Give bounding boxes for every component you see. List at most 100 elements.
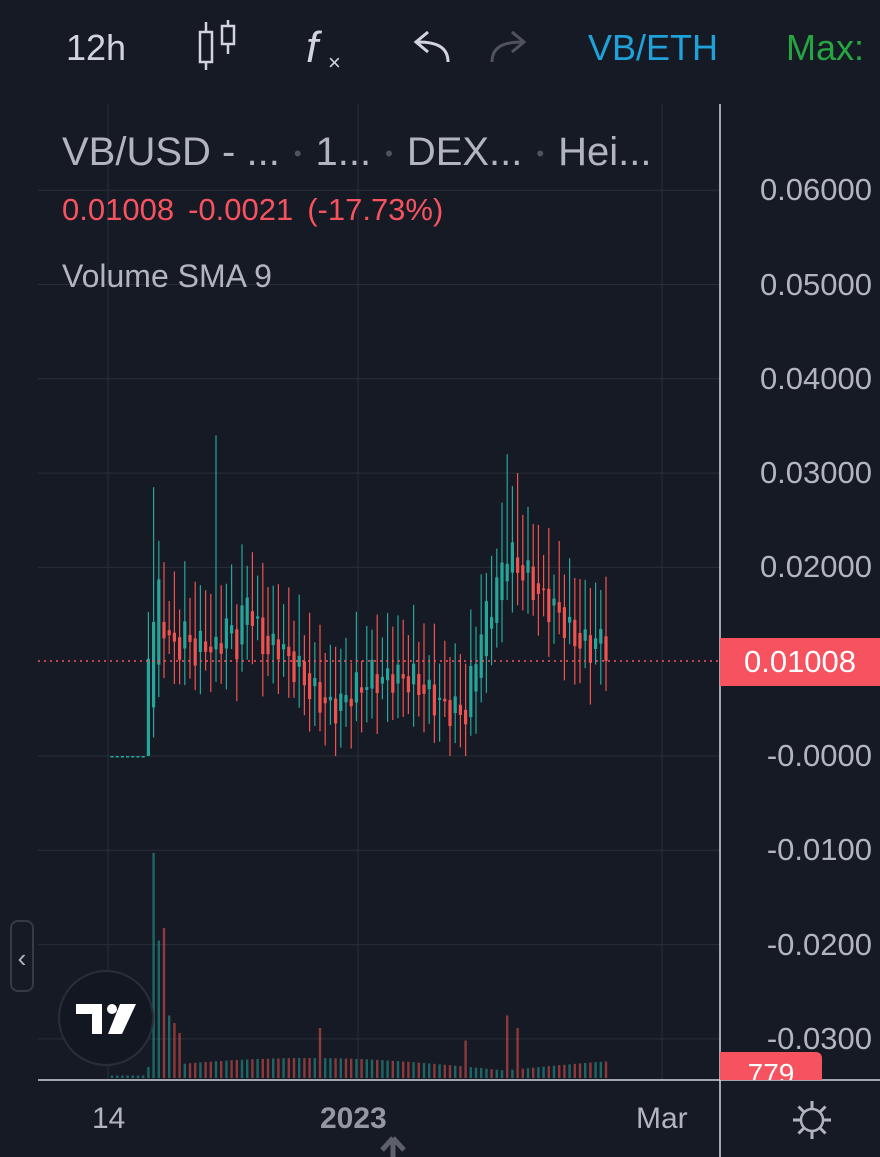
candle-body — [282, 644, 286, 650]
volume-bar — [136, 1075, 140, 1078]
separator-dot: • — [293, 141, 302, 167]
scroll-to-now-arrow-icon[interactable] — [378, 1136, 408, 1157]
candle-body — [490, 617, 494, 629]
candle-body — [557, 602, 561, 613]
settings-gear-icon[interactable] — [790, 1098, 834, 1142]
candle-body — [334, 698, 338, 724]
volume-bar — [547, 1066, 550, 1078]
compare-pair-button[interactable]: VB/ETH — [588, 27, 719, 68]
price-tick-label: 0.05000 — [759, 266, 872, 302]
interval-button[interactable]: 12h — [66, 27, 127, 68]
volume-bar — [209, 1061, 212, 1078]
candle-body — [115, 756, 119, 758]
price-tick-label: 0.03000 — [759, 455, 872, 491]
candle-body — [510, 542, 514, 573]
volume-bar — [246, 1059, 249, 1078]
candle-body — [375, 674, 379, 694]
undo-icon[interactable] — [408, 18, 454, 74]
volume-bar — [459, 1066, 462, 1078]
price-tick-label: 0.04000 — [759, 360, 872, 396]
candle-body — [344, 695, 348, 703]
candle-body — [432, 684, 436, 716]
indicators-fx-icon[interactable]: f × — [302, 18, 352, 74]
candle-body — [193, 638, 197, 666]
candle-body — [292, 651, 296, 683]
candle-body — [313, 677, 317, 687]
volume-bar — [589, 1062, 592, 1078]
candle-body — [594, 638, 598, 649]
volume-bar — [563, 1064, 566, 1078]
candle-body — [552, 598, 556, 606]
volume-bar — [428, 1063, 431, 1078]
volume-bar — [298, 1058, 301, 1078]
volume-bars — [110, 853, 608, 1078]
volume-bar — [495, 1069, 498, 1078]
volume-bar — [500, 1070, 504, 1078]
volume-bar — [448, 1065, 452, 1078]
volume-bar — [396, 1061, 400, 1078]
candle-body — [422, 684, 426, 694]
volume-bar — [272, 1058, 275, 1078]
tradingview-logo[interactable] — [58, 970, 154, 1066]
candle-body — [547, 588, 551, 623]
symbol-exchange: DEX... — [406, 130, 523, 174]
candle-body — [573, 619, 577, 647]
volume-bar — [324, 1058, 327, 1078]
side-panel-toggle[interactable]: ‹ — [10, 920, 34, 992]
volume-bar — [162, 928, 166, 1078]
max-label[interactable]: Max: — [786, 27, 865, 68]
volume-bar — [474, 1067, 478, 1078]
volume-bar — [573, 1063, 576, 1078]
candle-body — [438, 697, 442, 700]
volume-bar — [568, 1064, 571, 1078]
volume-bar — [334, 1058, 337, 1078]
candle-body — [297, 655, 301, 667]
volume-bar — [152, 853, 155, 1078]
price-legend: 0.01008 -0.0021 (-17.73%) — [62, 192, 457, 228]
candle-body — [256, 616, 260, 619]
volume-indicator-legend[interactable]: Volume SMA 9 — [62, 258, 272, 294]
redo-icon[interactable] — [486, 18, 532, 74]
candle-body — [531, 566, 535, 601]
symbol-legend[interactable]: VB/USD - ... • 1... • DEX... • Hei... — [62, 130, 665, 175]
candle-body — [328, 696, 332, 701]
volume-bar — [558, 1065, 561, 1078]
volume-bar — [402, 1061, 405, 1078]
candle-body — [339, 693, 343, 711]
symbol-name[interactable]: VB/USD - ... — [62, 130, 280, 174]
candle-body — [167, 630, 171, 636]
volume-bar — [142, 1075, 145, 1078]
candle-body — [370, 659, 374, 689]
volume-bar — [594, 1062, 597, 1078]
volume-bar — [173, 1023, 176, 1078]
price-tick-label: -0.0200 — [766, 926, 872, 962]
candlestick-icon[interactable] — [194, 18, 244, 74]
candle-body — [417, 674, 421, 696]
volume-bar — [313, 1058, 316, 1078]
candle-body — [126, 756, 130, 758]
candle-body — [464, 709, 468, 725]
volume-bar — [329, 1058, 332, 1078]
time-tick-label: 2023 — [320, 1102, 387, 1135]
volume-bar — [376, 1059, 379, 1078]
candle-body — [250, 611, 254, 626]
volume-bar — [537, 1067, 540, 1078]
time-tick-label: 14 — [92, 1102, 126, 1135]
volume-bar — [506, 1015, 509, 1078]
candle-body — [599, 628, 603, 644]
volume-bar — [490, 1069, 493, 1078]
tradingview-logo-icon — [76, 1004, 136, 1034]
candle-body — [484, 601, 488, 657]
volume-bar — [542, 1066, 545, 1078]
candle-body — [505, 563, 509, 582]
volume-bar — [292, 1058, 296, 1078]
volume-bar — [521, 1068, 524, 1078]
candle-body — [349, 698, 353, 707]
volume-bar — [391, 1060, 394, 1078]
volume-bar — [318, 1028, 322, 1078]
volume-bar — [308, 1058, 311, 1078]
candle-body — [412, 663, 416, 685]
candle-body — [141, 756, 145, 758]
volume-bar — [204, 1061, 207, 1078]
